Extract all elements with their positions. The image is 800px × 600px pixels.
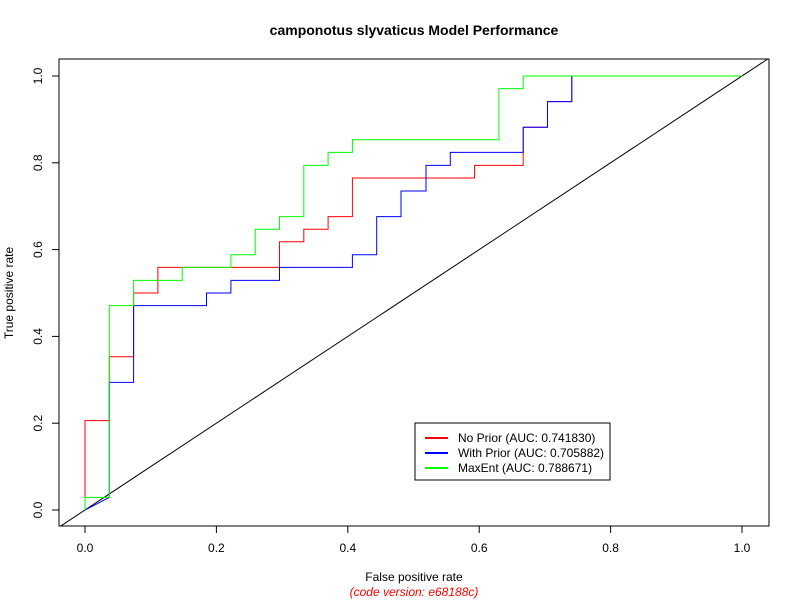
x-tick-label: 0.0 xyxy=(77,541,94,555)
roc-series-3 xyxy=(84,75,742,510)
legend-box xyxy=(414,422,611,481)
y-axis: 0.0 0.2 0.4 0.6 0.8 1.0 xyxy=(31,67,60,518)
y-tick-label: 0.0 xyxy=(31,501,45,518)
legend-label-1: No Prior (AUC: 0.741830) xyxy=(458,431,595,445)
legend: No Prior (AUC: 0.741830)With Prior (AUC:… xyxy=(414,422,611,481)
x-axis: 0.0 0.2 0.4 0.6 0.8 1.0 xyxy=(77,525,751,555)
code-version-note: (code version: e68188c) xyxy=(350,585,479,599)
chance-diagonal-line xyxy=(59,59,769,526)
y-tick-label: 1.0 xyxy=(31,67,45,84)
y-tick-label: 0.8 xyxy=(31,154,45,171)
x-tick-label: 0.2 xyxy=(208,541,225,555)
legend-label-3: MaxEnt (AUC: 0.788671) xyxy=(458,461,592,475)
x-tick-label: 0.6 xyxy=(471,541,488,555)
x-tick-label: 0.8 xyxy=(602,541,619,555)
chart-title: camponotus slyvaticus Model Performance xyxy=(270,22,559,38)
y-tick-label: 0.2 xyxy=(31,415,45,432)
x-tick-label: 1.0 xyxy=(734,541,751,555)
roc-series-2 xyxy=(84,75,742,511)
y-tick-label: 0.4 xyxy=(31,328,45,345)
x-tick-label: 0.4 xyxy=(339,541,356,555)
y-axis-label: True positive rate xyxy=(2,247,16,340)
legend-label-2: With Prior (AUC: 0.705882) xyxy=(458,446,604,460)
x-axis-label: False positive rate xyxy=(365,570,463,584)
y-tick-label: 0.6 xyxy=(31,241,45,258)
